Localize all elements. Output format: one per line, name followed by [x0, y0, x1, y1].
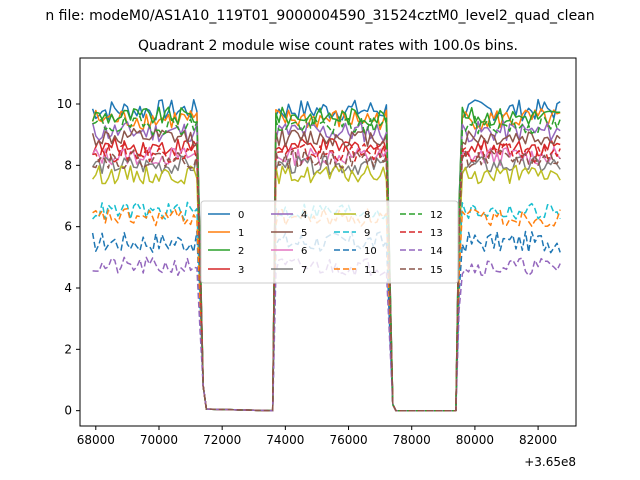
legend-frame [200, 200, 459, 284]
chart-title: Quadrant 2 module wise count rates with … [138, 38, 518, 54]
y-tick-label: 2 [64, 342, 72, 356]
y-tick-label: 8 [64, 158, 72, 172]
x-axis-offset-label: +3.65e8 [524, 455, 576, 469]
legend-label-10: 10 [364, 246, 377, 257]
x-tick-label: 80000 [456, 433, 494, 447]
legend-label-12: 12 [430, 210, 443, 221]
series-line-8 [91, 164, 561, 412]
x-tick-label: 70000 [140, 433, 178, 447]
series-line-7 [91, 155, 561, 412]
series-line-15 [92, 149, 561, 412]
legend-label-11: 11 [364, 265, 377, 276]
legend-label-1: 1 [238, 228, 244, 239]
x-tick-label: 72000 [203, 433, 241, 447]
x-tick-label: 78000 [393, 433, 431, 447]
legend-label-4: 4 [301, 210, 307, 221]
legend-label-8: 8 [364, 210, 370, 221]
series-line-2 [91, 106, 561, 412]
x-tick-label: 68000 [77, 433, 115, 447]
legend-label-13: 13 [430, 228, 443, 239]
series-line-6 [91, 146, 561, 412]
x-tick-label: 76000 [329, 433, 367, 447]
legend-label-7: 7 [301, 265, 307, 276]
legend-label-5: 5 [301, 228, 307, 239]
y-axis-ticks: 0 2 4 6 8 10 [57, 97, 80, 418]
series-line-11 [92, 208, 561, 412]
legend-label-2: 2 [238, 246, 244, 257]
legend-label-0: 0 [238, 210, 244, 221]
axes-frame [79, 57, 577, 427]
series-line-12 [92, 115, 561, 412]
y-tick-label: 4 [64, 281, 72, 295]
y-tick-label: 6 [64, 220, 72, 234]
y-tick-label: 10 [57, 97, 72, 111]
x-tick-label: 82000 [519, 433, 557, 447]
series-line-5 [91, 127, 561, 412]
figure-suptitle: n file: modeM0/AS1A10_119T01_9000004590_… [45, 8, 594, 24]
y-tick-label: 0 [64, 404, 72, 418]
x-tick-label: 74000 [266, 433, 304, 447]
x-axis-ticks: 68000 70000 72000 74000 76000 78000 80000 82000 [77, 426, 557, 447]
legend-label-15: 15 [430, 265, 443, 276]
legend-label-14: 14 [430, 246, 443, 257]
legend-label-3: 3 [238, 265, 244, 276]
series-line-13 [92, 143, 561, 412]
legend-label-6: 6 [301, 246, 307, 257]
legend-label-9: 9 [364, 228, 370, 239]
